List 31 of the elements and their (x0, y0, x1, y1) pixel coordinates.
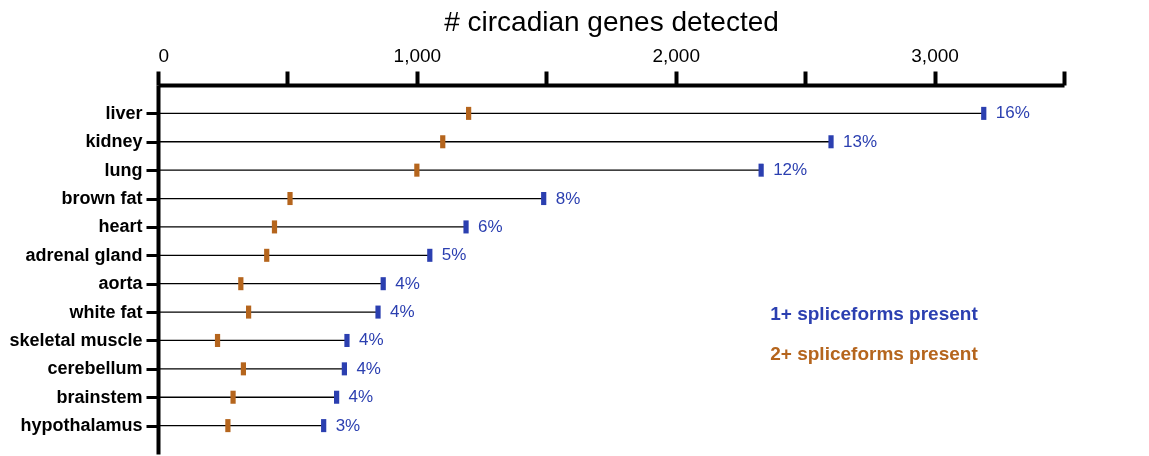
annotation: 8% (555, 188, 581, 208)
y-tick-label: liver (105, 102, 143, 123)
annotation: 4% (356, 358, 381, 378)
y-tick-label: white fat (68, 301, 143, 322)
annotation: 5% (441, 245, 467, 265)
text: 1+ spliceforms present (770, 303, 979, 324)
y-tick-label: brown fat (61, 188, 143, 209)
text: 2+ spliceforms present (770, 343, 979, 364)
x-tick-label: 2,000 (652, 44, 700, 66)
y-tick-label: kidney (85, 131, 143, 152)
annotation: 6% (478, 216, 503, 236)
y-tick-label: lung (104, 159, 143, 180)
annotation: 4% (358, 330, 384, 350)
annotation: 3% (335, 415, 361, 435)
y-tick-label: skeletal muscle (9, 329, 143, 350)
x-tick-label: 3,000 (911, 44, 959, 66)
y-tick-label: adrenal gland (25, 244, 143, 265)
y-tick-label: cerebellum (47, 358, 143, 379)
x-tick-label: 1,000 (393, 44, 442, 66)
y-tick-label: heart (98, 216, 143, 237)
y-tick-label: aorta (98, 273, 144, 294)
x-axis-title: # circadian genes detected (444, 5, 779, 37)
annotation: 12% (773, 160, 808, 180)
annotation: 4% (348, 387, 374, 407)
x-tick-label: 0 (158, 44, 170, 66)
y-tick-label: hypothalamus (20, 415, 143, 436)
annotation: 13% (843, 131, 878, 151)
annotation: 16% (995, 103, 1030, 123)
y-tick-label: brainstem (56, 386, 143, 407)
annotation: 4% (395, 273, 420, 293)
annotation: 4% (390, 302, 415, 322)
